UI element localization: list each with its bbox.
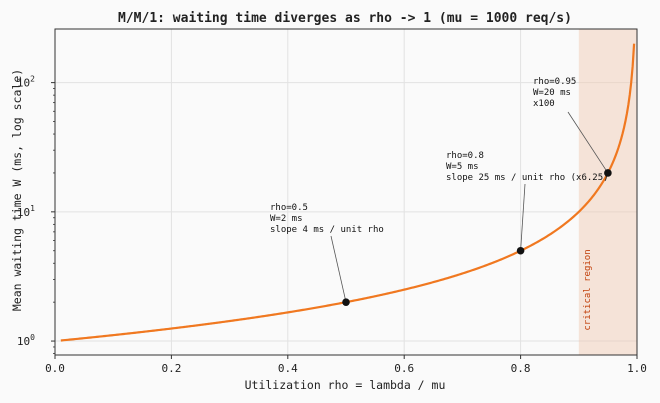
annotation-text: slope 4 ms / unit rho xyxy=(270,225,384,235)
annotation-leader xyxy=(520,183,526,251)
y-axis-label: Mean waiting time W (ms, log scale) xyxy=(10,69,24,311)
grid xyxy=(55,29,637,355)
x-tick-label: 0.6 xyxy=(394,362,414,375)
x-tick-label: 0.4 xyxy=(278,362,298,375)
annotation-text: slope 25 ms / unit rho (x6.25) xyxy=(446,173,609,183)
annotation-text: W=20 ms xyxy=(533,88,571,98)
x-tick-label: 0.2 xyxy=(161,362,181,375)
data-point xyxy=(604,169,612,177)
chart-title: M/M/1: waiting time diverges as rho -> 1… xyxy=(118,11,572,26)
plot-frame xyxy=(54,28,638,356)
data-point xyxy=(342,298,350,306)
annotation-leader xyxy=(567,111,609,174)
annotation-text: x100 xyxy=(533,99,555,109)
y-tick-label: 100 xyxy=(17,333,35,348)
annotation-text: rho=0.5 xyxy=(270,203,308,213)
annotation-leader xyxy=(330,235,347,303)
critical-region-shading xyxy=(578,29,637,355)
annotation-text: W=2 ms xyxy=(270,214,303,224)
data-point xyxy=(516,246,525,255)
x-tick-label: 0.8 xyxy=(511,362,531,375)
annotation-text: rho=0.8 xyxy=(446,151,484,161)
annotation-text: rho=0.95 xyxy=(533,77,576,87)
x-tick-label: 1.0 xyxy=(627,362,647,375)
x-tick-label: 0.0 xyxy=(45,362,65,375)
critical-region-label: critical region xyxy=(583,249,593,330)
annotation-text: W=5 ms xyxy=(446,162,479,172)
x-axis-label: Utilization rho = lambda / mu xyxy=(245,378,446,392)
